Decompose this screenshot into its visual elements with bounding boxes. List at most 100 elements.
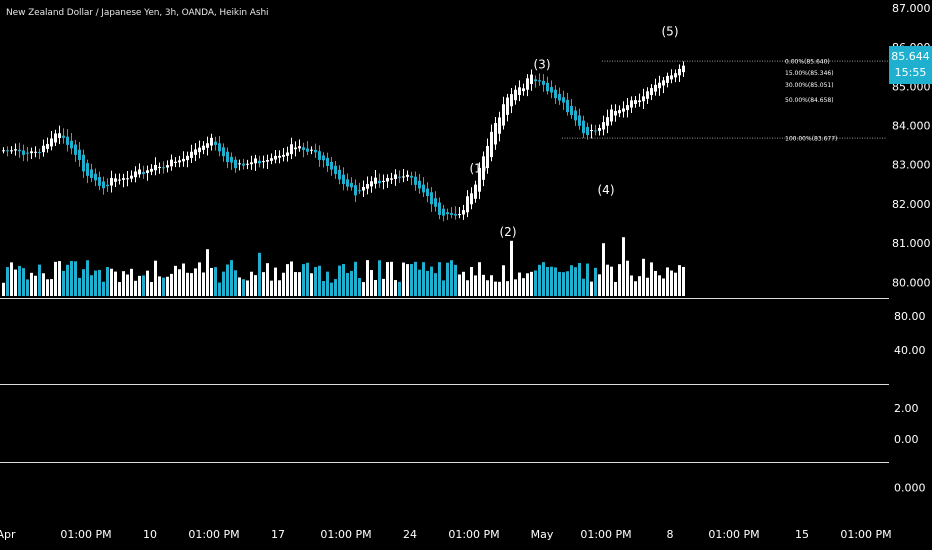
volume-bar — [350, 270, 353, 296]
candle-body — [430, 192, 433, 205]
candle-body — [410, 175, 413, 178]
volume-bar — [218, 282, 221, 296]
volume-bar — [154, 260, 157, 296]
volume-bar — [102, 281, 105, 296]
candle-body — [494, 123, 497, 145]
candle-body — [66, 136, 69, 145]
candles — [2, 61, 685, 222]
volume-bar — [366, 260, 369, 296]
volume-bar — [642, 258, 645, 296]
volume-bar — [678, 265, 681, 296]
volume-bar — [510, 240, 513, 296]
volume-bar — [650, 262, 653, 296]
volume-bar — [658, 275, 661, 296]
candle-body — [594, 130, 597, 132]
y-tick-label: 82.000 — [892, 198, 931, 211]
candle-body — [86, 163, 89, 176]
candle-body — [462, 210, 465, 215]
y-tick-label: 40.00 — [894, 344, 926, 357]
candle-body — [582, 120, 585, 134]
candle-body — [482, 156, 485, 180]
volume-bar — [206, 249, 209, 296]
candle-body — [222, 147, 225, 157]
y-tick-label: 0.000 — [894, 482, 926, 495]
candle-body — [398, 176, 401, 178]
candle-body — [590, 130, 593, 132]
candle-body — [114, 178, 117, 182]
chart-title: New Zealand Dollar / Japanese Yen, 3h, O… — [6, 8, 269, 18]
volume-bar — [602, 243, 605, 296]
candle-body — [386, 178, 389, 182]
x-tick-label: 8 — [667, 528, 674, 541]
candle-body — [218, 143, 221, 152]
fib-level-label: 15.00%(85.346) — [785, 70, 834, 77]
candle-body — [106, 184, 109, 187]
volume-bar — [370, 270, 373, 296]
candle-body — [498, 117, 501, 134]
candle-body — [154, 164, 157, 171]
volume-bar — [562, 272, 565, 296]
volume-bar — [210, 267, 213, 296]
candle-body — [542, 80, 545, 85]
candle-body — [238, 163, 241, 165]
candle-body — [98, 177, 101, 186]
volume-bar — [374, 280, 377, 296]
candle-body — [286, 152, 289, 156]
volume-bar — [382, 278, 385, 296]
candle-body — [322, 155, 325, 161]
candle-body — [558, 93, 561, 101]
x-tick-label: 10 — [143, 528, 157, 541]
volume-bar — [138, 275, 141, 296]
volume-bar — [334, 279, 337, 296]
volume-bar — [142, 275, 145, 296]
candle-body — [342, 174, 345, 184]
candle-body — [6, 150, 9, 152]
candle-body — [266, 160, 269, 162]
volume-bar — [534, 270, 537, 296]
volume-bar — [230, 260, 233, 296]
candle-body — [18, 149, 21, 152]
candle-body — [350, 182, 353, 188]
volume-bar — [322, 280, 325, 296]
candle-body — [630, 100, 633, 108]
volume-bar — [430, 266, 433, 296]
volume-bar — [662, 278, 665, 296]
candle-body — [538, 80, 541, 82]
candle-body — [474, 184, 477, 199]
volume-bar — [554, 267, 557, 296]
volume-bar — [94, 270, 97, 296]
candle-body — [490, 131, 493, 158]
candle-body — [370, 181, 373, 187]
volume-bar — [606, 264, 609, 296]
volume-bar — [270, 280, 273, 296]
fib-level-label: 50.00%(84.658) — [785, 97, 834, 104]
candle-body — [74, 144, 77, 155]
x-tick-label: 17 — [271, 528, 285, 541]
volume-bar — [526, 273, 529, 296]
volume-bar — [530, 271, 533, 296]
candle-body — [334, 165, 337, 174]
candle-body — [402, 176, 405, 178]
volume-bar — [306, 262, 309, 296]
candle-body — [274, 155, 277, 160]
candle-body — [258, 160, 261, 164]
volume-bar — [86, 260, 89, 296]
volume-bar — [282, 272, 285, 296]
candle-body — [142, 171, 145, 175]
volume-bar — [474, 275, 477, 296]
volume-bar — [22, 268, 25, 296]
candle-body — [30, 151, 33, 154]
candle-body — [518, 87, 521, 95]
volume-bar — [66, 264, 69, 296]
volume-bar — [62, 270, 65, 296]
volume-bar — [450, 260, 453, 296]
candle-body — [554, 89, 557, 99]
volume-bar — [538, 264, 541, 296]
candle-body — [434, 198, 437, 207]
candle-body — [298, 146, 301, 149]
candle-body — [182, 158, 185, 162]
volume-bar — [442, 280, 445, 296]
candle-body — [90, 169, 93, 179]
volume-bar — [362, 282, 365, 296]
